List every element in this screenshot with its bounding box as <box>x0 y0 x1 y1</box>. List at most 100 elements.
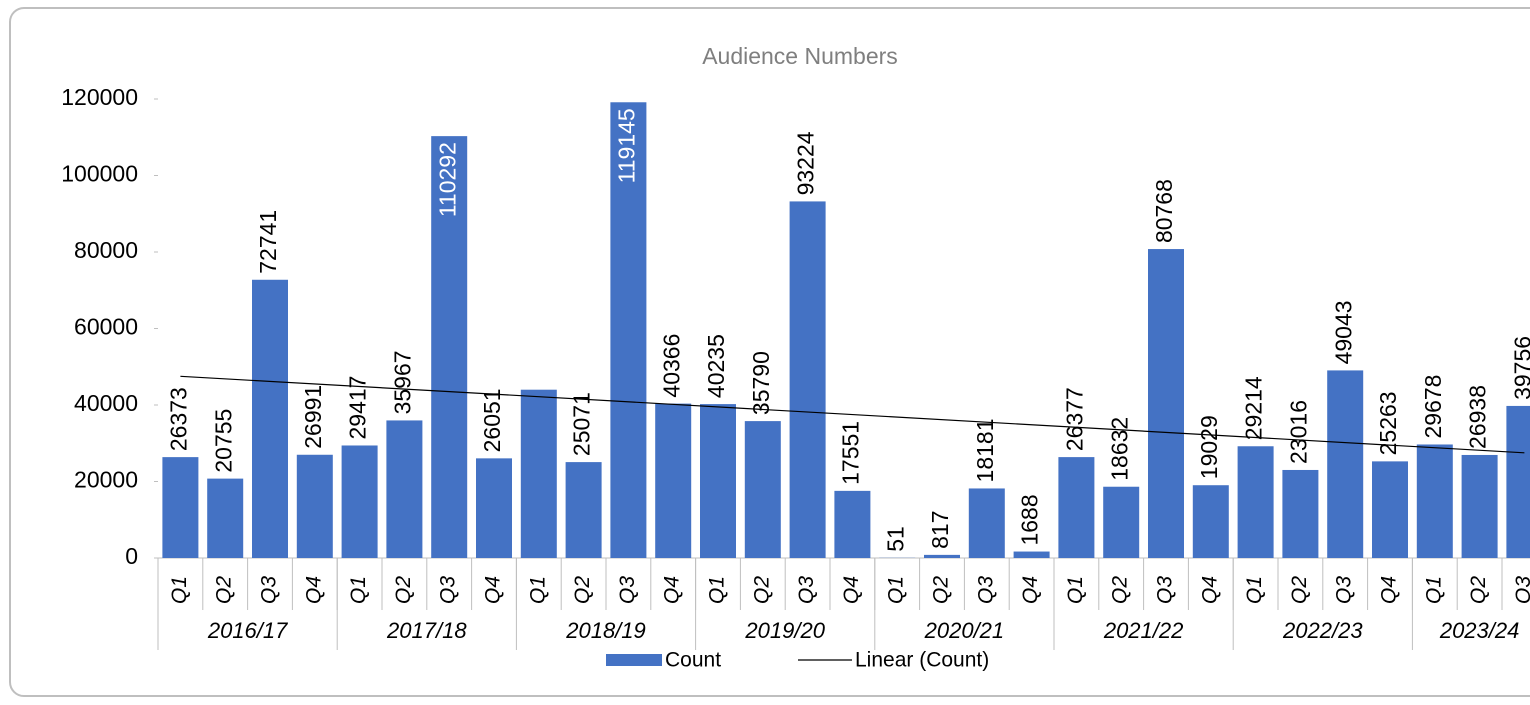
x-tick-label: Q3 <box>1154 576 1177 604</box>
data-label: 40235 <box>703 334 729 398</box>
x-tick-label: Q4 <box>482 576 505 604</box>
x-tick-label: Q1 <box>526 576 549 604</box>
data-label: 19029 <box>1196 415 1222 479</box>
group-label: 2023/24 <box>1439 618 1520 643</box>
x-tick-label: Q4 <box>1378 576 1401 604</box>
y-tick-label: 100000 <box>61 161 138 187</box>
x-tick-label: Q3 <box>258 576 281 604</box>
bar <box>1237 446 1274 558</box>
group-label: 2020/21 <box>924 618 1005 643</box>
bar <box>207 478 244 558</box>
group-label: 2017/18 <box>386 618 467 643</box>
group-label: 2022/23 <box>1282 618 1363 643</box>
x-tick-label: Q3 <box>795 576 818 604</box>
x-tick-label: Q2 <box>213 576 236 604</box>
data-label: 39756 <box>1509 336 1530 400</box>
x-tick-label: Q2 <box>750 576 773 604</box>
bar <box>520 389 557 558</box>
group-label: 2021/22 <box>1103 618 1184 643</box>
bar <box>1327 370 1364 558</box>
data-label: 119145 <box>613 108 639 183</box>
bar <box>610 102 647 558</box>
bar <box>1416 444 1453 558</box>
legend-swatch <box>606 654 662 666</box>
bar <box>1013 551 1050 558</box>
bar <box>1148 249 1184 559</box>
x-tick-label: Q1 <box>1243 576 1266 604</box>
x-tick-label: Q1 <box>347 576 370 604</box>
bar <box>1103 486 1140 558</box>
data-label: 49043 <box>1330 300 1356 364</box>
data-label: 80768 <box>1151 179 1177 243</box>
legend-label: Linear (Count) <box>855 649 989 672</box>
bar <box>386 420 423 558</box>
x-tick-label: Q3 <box>1512 576 1530 604</box>
bar <box>968 488 1005 558</box>
chart-title: Audience Numbers <box>702 43 898 69</box>
x-tick-label: Q3 <box>616 576 639 604</box>
data-label: 29214 <box>1241 376 1267 440</box>
x-tick-label: Q1 <box>706 576 729 604</box>
x-tick-label: Q3 <box>1333 576 1356 604</box>
x-tick-label: Q3 <box>974 576 997 604</box>
group-label: 2016/17 <box>207 618 288 643</box>
y-tick-label: 60000 <box>74 314 138 340</box>
x-tick-label: Q2 <box>1109 576 1132 604</box>
data-label: 35967 <box>389 350 415 414</box>
data-label: 26051 <box>479 388 505 452</box>
x-tick-label: Q2 <box>1288 576 1311 604</box>
data-label: 93224 <box>793 131 819 195</box>
data-label: 26991 <box>300 385 326 449</box>
bar <box>1506 405 1530 558</box>
data-label: 18632 <box>1106 417 1132 481</box>
y-tick-label: 40000 <box>74 390 138 416</box>
bar <box>296 454 333 558</box>
data-label: 72741 <box>255 210 281 274</box>
x-tick-label: Q4 <box>302 576 325 604</box>
y-tick-label: 80000 <box>74 237 138 263</box>
y-tick-label: 0 <box>125 543 138 569</box>
x-tick-label: Q1 <box>168 576 191 604</box>
x-tick-label: Q1 <box>1064 576 1087 604</box>
bar <box>1372 461 1408 558</box>
y-tick-label: 20000 <box>74 467 138 493</box>
data-label: 18181 <box>972 418 998 482</box>
data-label: 26938 <box>1465 385 1491 449</box>
bar <box>341 445 378 558</box>
bar <box>1192 485 1229 558</box>
data-label: 110292 <box>434 142 460 217</box>
y-tick-label: 120000 <box>61 84 138 110</box>
bar <box>1461 454 1498 558</box>
legend-label: Count <box>665 649 721 672</box>
bar <box>834 490 871 558</box>
x-tick-label: Q4 <box>840 576 863 604</box>
bar <box>1058 457 1095 558</box>
bar <box>744 421 781 558</box>
bar <box>655 403 692 558</box>
bar <box>431 136 468 558</box>
data-label: 817 <box>927 511 953 549</box>
x-tick-label: Q4 <box>1198 576 1221 604</box>
bar <box>789 201 826 558</box>
x-tick-label: Q4 <box>661 576 684 604</box>
data-label: 29417 <box>345 376 371 440</box>
x-tick-label: Q4 <box>1019 576 1042 604</box>
x-tick-label: Q2 <box>930 576 953 604</box>
data-label: 35790 <box>748 351 774 415</box>
x-tick-label: Q2 <box>392 576 415 604</box>
group-label: 2018/19 <box>565 618 646 643</box>
data-label: 40366 <box>658 334 684 398</box>
x-tick-label: Q3 <box>437 576 460 604</box>
bar <box>1282 469 1319 558</box>
data-label: 1688 <box>1017 494 1043 545</box>
data-label: 25071 <box>569 392 595 456</box>
data-label: 29678 <box>1420 375 1446 439</box>
data-label: 26377 <box>1061 387 1087 451</box>
data-label: 20755 <box>210 409 236 473</box>
bar <box>162 457 199 558</box>
x-tick-label: Q1 <box>885 576 908 604</box>
data-label: 26373 <box>165 387 191 451</box>
x-tick-label: Q1 <box>1422 576 1445 604</box>
bar <box>700 404 736 558</box>
